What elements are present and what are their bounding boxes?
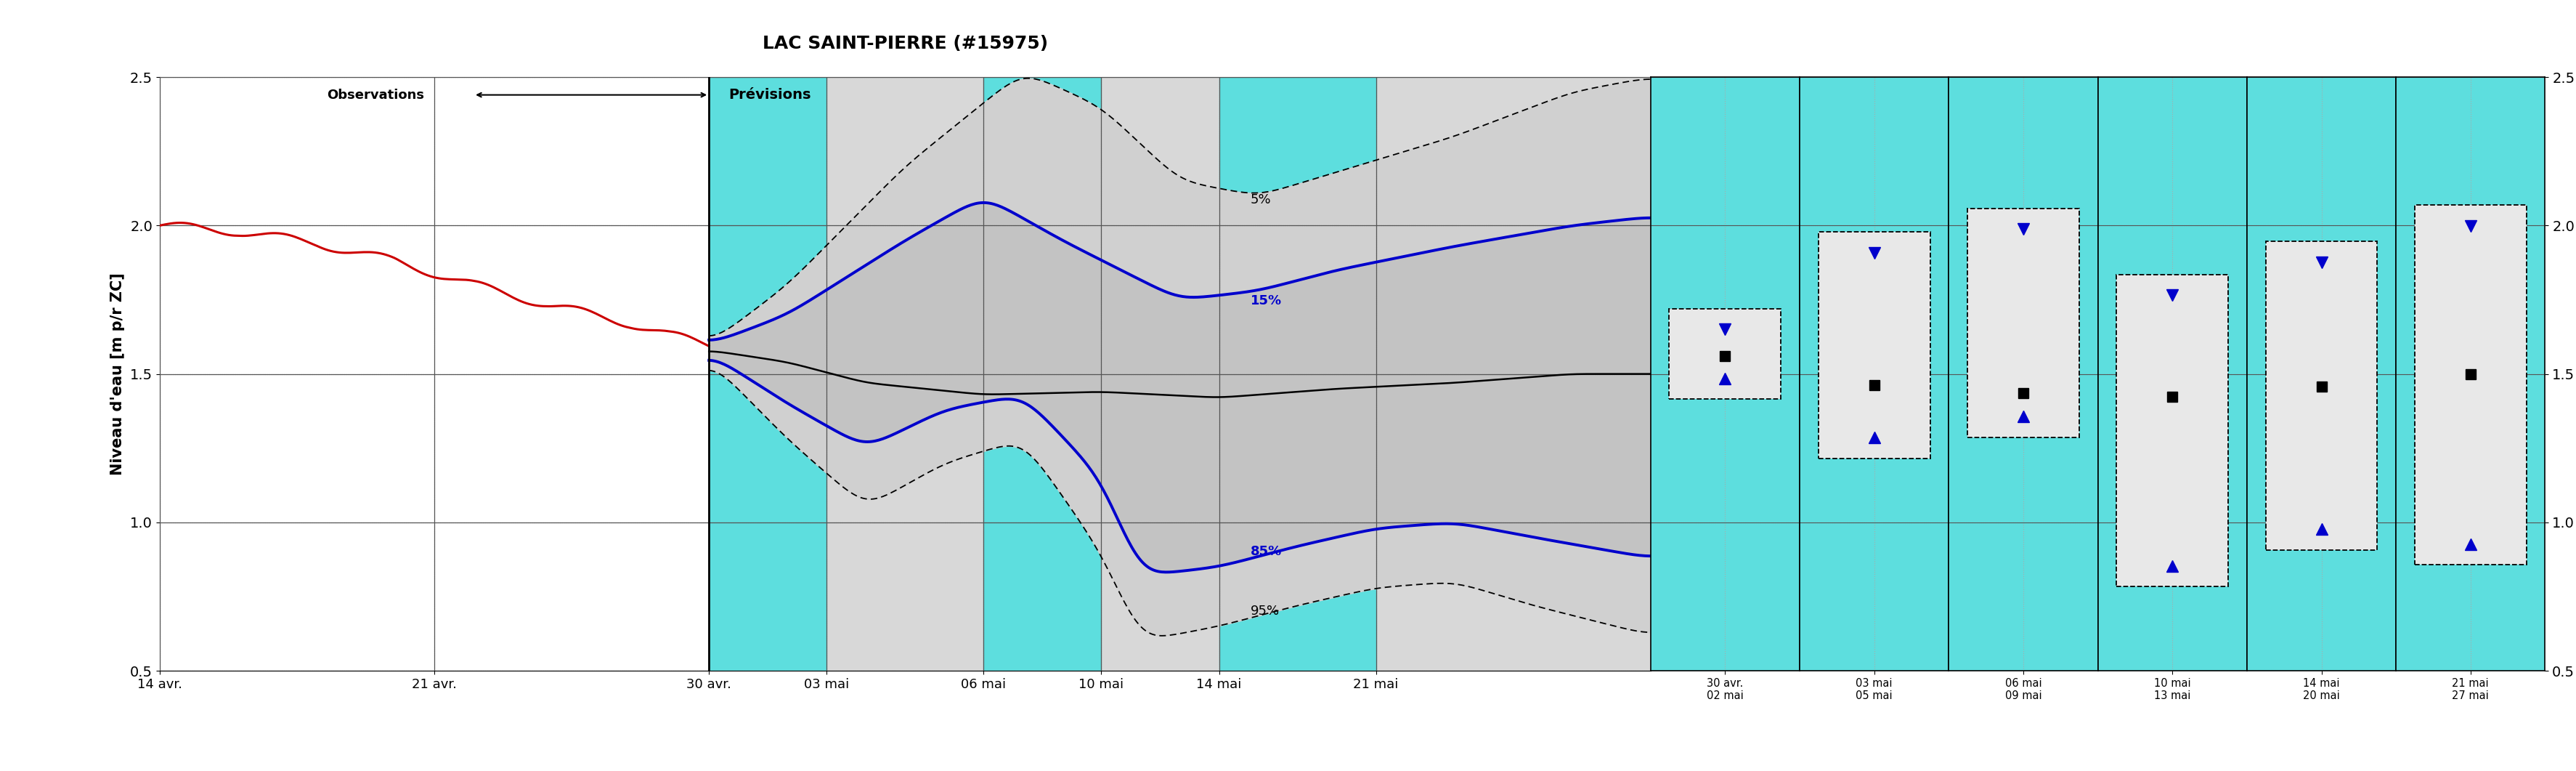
Bar <box>708 77 827 671</box>
FancyBboxPatch shape <box>2264 241 2378 550</box>
Text: 15%: 15% <box>1249 295 1283 308</box>
Text: 95%: 95% <box>1249 604 1280 618</box>
Text: Prévisions: Prévisions <box>729 88 811 102</box>
Text: 5%: 5% <box>1249 194 1270 207</box>
Bar <box>984 77 1103 671</box>
Text: Observations: Observations <box>327 89 425 102</box>
FancyBboxPatch shape <box>1968 208 2079 437</box>
Text: 85%: 85% <box>1249 545 1283 558</box>
FancyBboxPatch shape <box>1819 232 1929 459</box>
Text: LAC SAINT-PIERRE (#15975): LAC SAINT-PIERRE (#15975) <box>762 35 1048 52</box>
FancyBboxPatch shape <box>1669 308 1780 399</box>
FancyBboxPatch shape <box>2414 205 2527 565</box>
Bar <box>1218 77 1376 671</box>
Y-axis label: Niveau d'eau [m p/r ZC]: Niveau d'eau [m p/r ZC] <box>111 273 126 475</box>
Bar <box>708 77 1651 671</box>
FancyBboxPatch shape <box>2117 274 2228 587</box>
